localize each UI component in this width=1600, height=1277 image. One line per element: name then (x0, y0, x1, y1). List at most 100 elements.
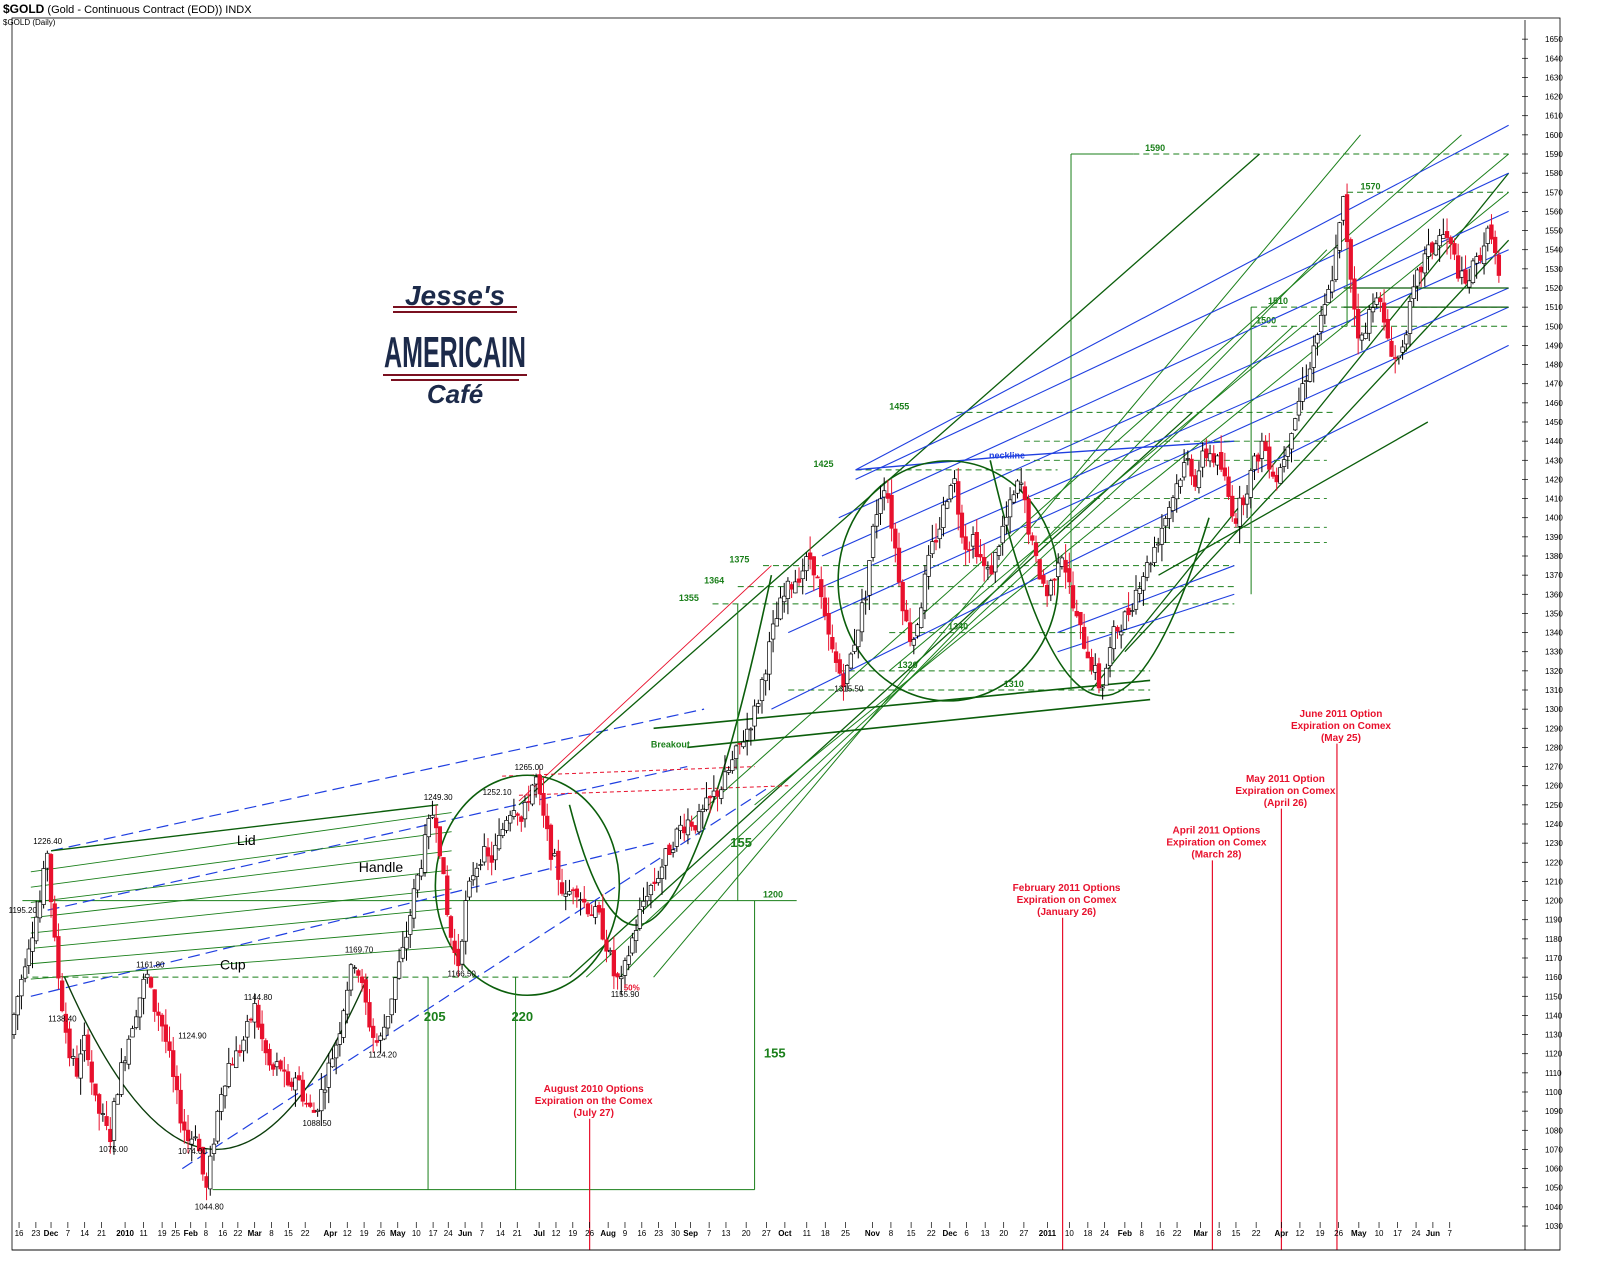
candle-body (208, 1155, 213, 1190)
candle-body (293, 1077, 298, 1091)
candle-body (822, 597, 828, 617)
candle-body (371, 1025, 376, 1038)
candle-body (459, 940, 465, 965)
level-label: 1355 (679, 593, 699, 603)
candle-body (930, 541, 935, 555)
candle-body (774, 618, 779, 627)
candle-body (471, 875, 476, 881)
candle-body (1122, 611, 1128, 630)
candle-body (185, 1129, 191, 1142)
candle-body (11, 1014, 17, 1035)
x-tick-label: Sep (683, 1229, 698, 1238)
candle-body (311, 1109, 317, 1113)
x-tick-label: Dec (942, 1229, 957, 1238)
red-resistance-2 (518, 785, 789, 796)
annotation: Handle (359, 859, 404, 875)
x-tick-label: 8 (204, 1229, 209, 1238)
candle-body (704, 797, 709, 810)
x-tick-label: 14 (80, 1229, 89, 1238)
candle-body (1022, 486, 1028, 501)
green-fan (1090, 172, 1510, 691)
price-label: 1144.80 (244, 993, 273, 1002)
annotation: Lid (237, 832, 256, 848)
candle-body (415, 874, 420, 891)
candle-body (796, 578, 802, 583)
price-label: 1226.40 (33, 837, 62, 846)
candle-body (530, 784, 535, 805)
candle-body (230, 1063, 235, 1066)
candle-body (1130, 610, 1135, 612)
y-tick-label: 1620 (1545, 93, 1563, 102)
green-fan (754, 191, 1509, 806)
candle-body (85, 1034, 91, 1061)
candle-body (1185, 458, 1190, 460)
candle-body (1415, 269, 1420, 287)
candle-body (845, 665, 850, 684)
candle-body (1381, 302, 1387, 323)
candle-body (1037, 559, 1042, 580)
candle-body (48, 854, 54, 903)
top-ellipse-left (837, 460, 1059, 702)
y-tick-label: 1030 (1545, 1222, 1563, 1231)
y-tick-label: 1260 (1545, 782, 1563, 791)
blue-channel (855, 124, 1509, 471)
candle-body (396, 961, 402, 979)
candle-body (833, 651, 839, 663)
breakout-line (653, 679, 1151, 730)
x-tick-label: 8 (1217, 1229, 1222, 1238)
candle-body (1348, 239, 1353, 280)
candle-body (22, 966, 28, 979)
price-label: 1315.50 (834, 684, 863, 693)
candle-body (1352, 278, 1357, 310)
level-label: 1570 (1361, 181, 1381, 191)
symbol: $GOLD (3, 2, 45, 16)
candle-body (837, 659, 842, 674)
red-trend (518, 565, 772, 802)
x-tick-label: 23 (31, 1229, 40, 1238)
x-tick-label: Jun (458, 1229, 472, 1238)
candle-body (552, 853, 557, 857)
candle-body (1233, 518, 1239, 524)
candle-body (1474, 256, 1479, 264)
candle-body (56, 936, 61, 979)
candle-body (259, 1023, 265, 1040)
candle-body (1133, 589, 1139, 610)
candle-body (256, 1004, 261, 1028)
candle-body (867, 560, 872, 596)
y-tick-label: 1100 (1545, 1088, 1563, 1097)
candle-body (1378, 297, 1383, 303)
candle-body (896, 547, 902, 583)
candle-body (815, 576, 820, 579)
candle-body (1144, 562, 1150, 578)
x-tick-label: Mar (248, 1229, 262, 1238)
x-tick-label: 18 (1083, 1229, 1092, 1238)
x-tick-label: Dec (44, 1229, 59, 1238)
x-tick-label: 7 (66, 1229, 71, 1238)
candle-body (1100, 686, 1105, 689)
candle-body (145, 973, 150, 978)
candle-body (682, 826, 687, 834)
annotation: 155 (730, 835, 752, 850)
candle-body (500, 828, 505, 836)
x-tick-label: 7 (480, 1229, 485, 1238)
x-tick-label: 19 (1316, 1229, 1325, 1238)
x-tick-label: Apr (324, 1229, 338, 1238)
blue-channel (838, 210, 1509, 519)
candle-body (863, 598, 868, 601)
candle-body (1485, 227, 1490, 244)
candle-body (737, 743, 742, 745)
candle-body (907, 622, 913, 642)
candle-body (122, 1060, 128, 1064)
x-tick-label: 25 (841, 1229, 850, 1238)
x-tick-label: 24 (1100, 1229, 1109, 1238)
candle-body (241, 1039, 246, 1052)
x-tick-label: Feb (184, 1229, 198, 1238)
candle-body (559, 882, 565, 894)
x-tick-label: 30 (671, 1229, 680, 1238)
candle-body (656, 878, 661, 884)
candle-body (582, 898, 587, 903)
candle-body (1170, 497, 1176, 511)
candle-body (767, 641, 772, 675)
candle-body (1407, 301, 1413, 334)
